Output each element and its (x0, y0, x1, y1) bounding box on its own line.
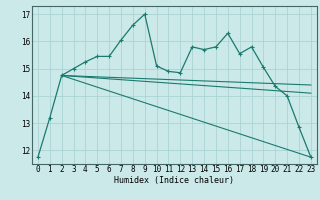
X-axis label: Humidex (Indice chaleur): Humidex (Indice chaleur) (115, 176, 234, 185)
